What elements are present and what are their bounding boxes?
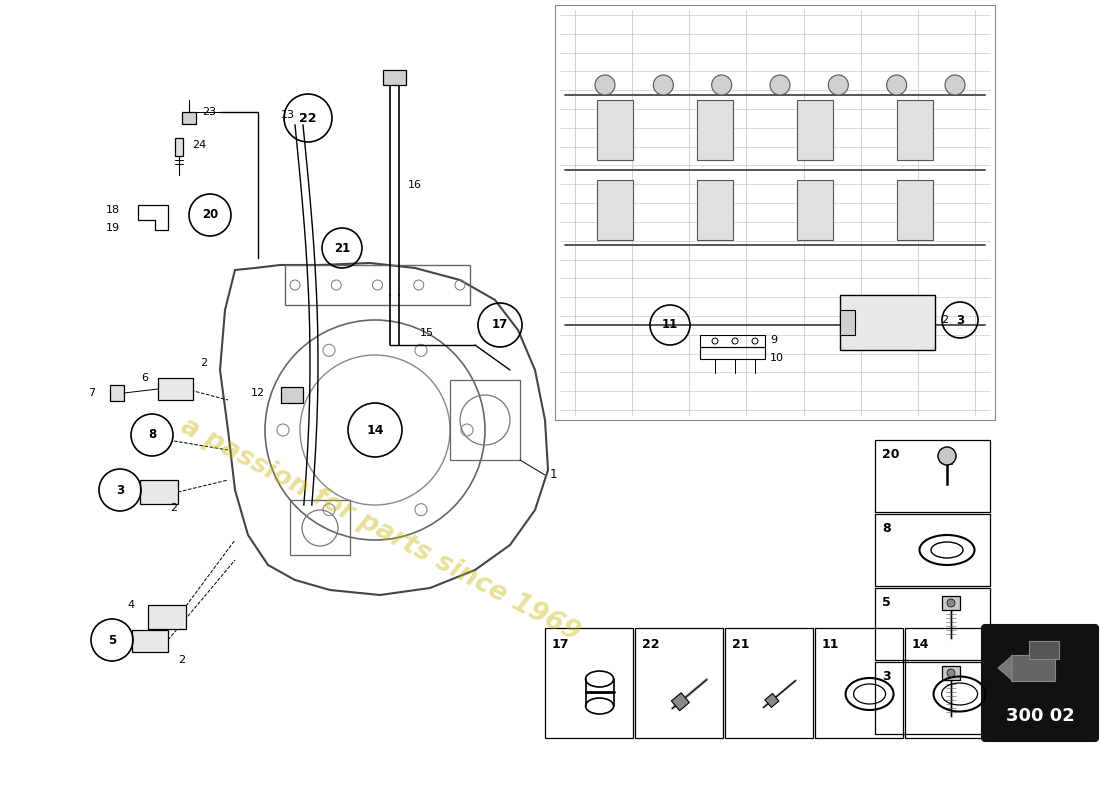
- Text: 18: 18: [106, 205, 120, 215]
- Bar: [110, 385, 124, 401]
- Text: 5: 5: [108, 634, 117, 646]
- Bar: [148, 605, 186, 629]
- Text: 300 02: 300 02: [1005, 707, 1075, 725]
- Text: 17: 17: [492, 318, 508, 331]
- Bar: [635, 628, 723, 738]
- Text: 7: 7: [88, 388, 95, 398]
- Bar: [280, 387, 302, 403]
- Text: 10: 10: [770, 353, 784, 363]
- Bar: [697, 100, 733, 160]
- Bar: [874, 588, 990, 660]
- Bar: [175, 138, 183, 156]
- Bar: [597, 100, 632, 160]
- Text: 17: 17: [552, 638, 570, 650]
- Bar: [290, 500, 350, 555]
- Text: 6: 6: [141, 373, 149, 383]
- Text: a passion for parts since 1969: a passion for parts since 1969: [176, 414, 584, 646]
- Circle shape: [828, 75, 848, 95]
- Bar: [285, 265, 470, 305]
- Text: 21: 21: [334, 242, 350, 254]
- Bar: [597, 180, 632, 240]
- Bar: [840, 295, 935, 350]
- Bar: [697, 180, 733, 240]
- Text: 8: 8: [147, 429, 156, 442]
- Text: 12: 12: [251, 388, 265, 398]
- Bar: [896, 180, 933, 240]
- Text: 5: 5: [882, 595, 891, 609]
- Bar: [158, 378, 192, 400]
- Polygon shape: [998, 656, 1012, 680]
- Text: 13: 13: [280, 110, 295, 120]
- Bar: [700, 335, 764, 347]
- Bar: [942, 596, 960, 610]
- Circle shape: [945, 75, 965, 95]
- Bar: [700, 347, 764, 359]
- Text: 2: 2: [940, 315, 948, 325]
- FancyBboxPatch shape: [1028, 641, 1059, 659]
- Bar: [132, 630, 168, 652]
- Text: 21: 21: [732, 638, 749, 650]
- Bar: [450, 380, 520, 460]
- Bar: [905, 628, 993, 738]
- Bar: [798, 180, 833, 240]
- Polygon shape: [671, 693, 690, 710]
- Text: 2: 2: [178, 655, 185, 665]
- Text: 22: 22: [299, 111, 317, 125]
- Text: 2: 2: [170, 503, 177, 513]
- Text: 2: 2: [200, 358, 207, 368]
- Text: 8: 8: [882, 522, 891, 534]
- Circle shape: [887, 75, 906, 95]
- Text: 9: 9: [770, 335, 777, 345]
- Text: 19: 19: [106, 223, 120, 233]
- Bar: [182, 112, 196, 124]
- Text: 3: 3: [116, 483, 124, 497]
- Bar: [815, 628, 903, 738]
- Circle shape: [595, 75, 615, 95]
- Text: 14: 14: [912, 638, 930, 650]
- Bar: [556, 5, 996, 420]
- Text: 20: 20: [882, 447, 900, 461]
- Bar: [798, 100, 833, 160]
- Bar: [140, 480, 178, 504]
- Text: 14: 14: [366, 423, 384, 437]
- Text: 16: 16: [408, 180, 422, 190]
- Circle shape: [947, 599, 955, 607]
- Bar: [942, 666, 960, 680]
- Bar: [874, 514, 990, 586]
- Bar: [725, 628, 813, 738]
- Text: 3: 3: [956, 314, 964, 326]
- Bar: [874, 440, 990, 512]
- Circle shape: [938, 447, 956, 465]
- Text: 1: 1: [550, 469, 558, 482]
- Bar: [896, 100, 933, 160]
- FancyBboxPatch shape: [982, 625, 1098, 741]
- Bar: [840, 310, 855, 335]
- Bar: [383, 70, 406, 85]
- Text: 15: 15: [420, 328, 434, 338]
- Text: 20: 20: [202, 209, 218, 222]
- Text: 23: 23: [202, 107, 216, 117]
- Polygon shape: [764, 694, 779, 707]
- Text: 3: 3: [882, 670, 891, 682]
- Text: 11: 11: [662, 318, 678, 331]
- Circle shape: [770, 75, 790, 95]
- Circle shape: [653, 75, 673, 95]
- Text: 4: 4: [128, 600, 135, 610]
- Circle shape: [712, 75, 732, 95]
- Text: 22: 22: [642, 638, 660, 650]
- Circle shape: [947, 669, 955, 677]
- Text: 11: 11: [822, 638, 839, 650]
- Bar: [544, 628, 632, 738]
- Text: 24: 24: [192, 140, 207, 150]
- Bar: [874, 662, 990, 734]
- FancyBboxPatch shape: [1011, 655, 1055, 681]
